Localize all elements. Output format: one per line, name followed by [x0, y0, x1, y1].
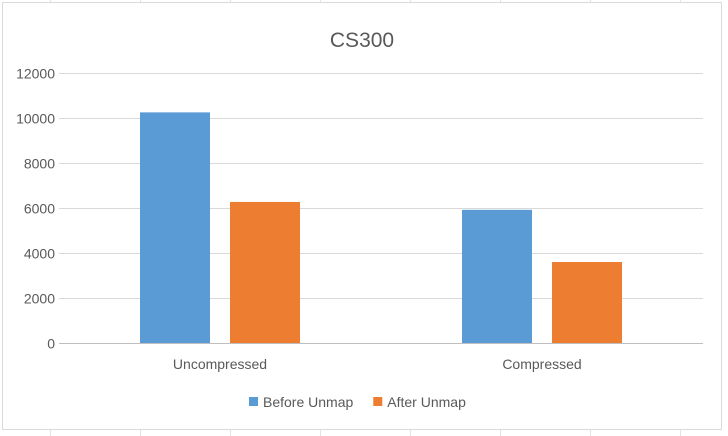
chart-title: CS300	[330, 29, 394, 52]
chart-area[interactable]: CS300 0 2000 4000 6000 8000 10000 12000 Uncomp…	[2, 2, 722, 430]
legend-label: After Unmap	[387, 394, 466, 410]
y-tick-label: 8000	[24, 156, 55, 172]
legend-label: Before Unmap	[263, 394, 353, 410]
y-tick-label: 2000	[24, 291, 55, 307]
bar-before-unmap-compressed[interactable]	[462, 209, 532, 343]
bar-chart: CS300 0 2000 4000 6000 8000 10000 12000 Uncomp…	[16, 29, 703, 410]
y-tick-label: 6000	[24, 201, 55, 217]
bar-after-unmap-compressed[interactable]	[552, 262, 622, 343]
legend: Before Unmap After Unmap	[249, 394, 466, 410]
legend-swatch	[373, 397, 383, 406]
bars	[140, 112, 622, 343]
y-tick-label: 0	[47, 336, 55, 352]
bar-after-unmap-uncompressed[interactable]	[230, 201, 300, 343]
x-tick-label: Uncompressed	[173, 356, 267, 372]
x-axis-tick-labels: Uncompressed Compressed	[173, 356, 582, 372]
y-tick-label: 4000	[24, 246, 55, 262]
y-tick-label: 10000	[16, 111, 55, 127]
bar-before-unmap-uncompressed[interactable]	[140, 112, 210, 343]
legend-swatch	[249, 397, 258, 406]
y-axis-tick-labels: 0 2000 4000 6000 8000 10000 12000	[16, 66, 55, 352]
x-tick-label: Compressed	[502, 356, 581, 372]
y-tick-label: 12000	[16, 66, 55, 82]
